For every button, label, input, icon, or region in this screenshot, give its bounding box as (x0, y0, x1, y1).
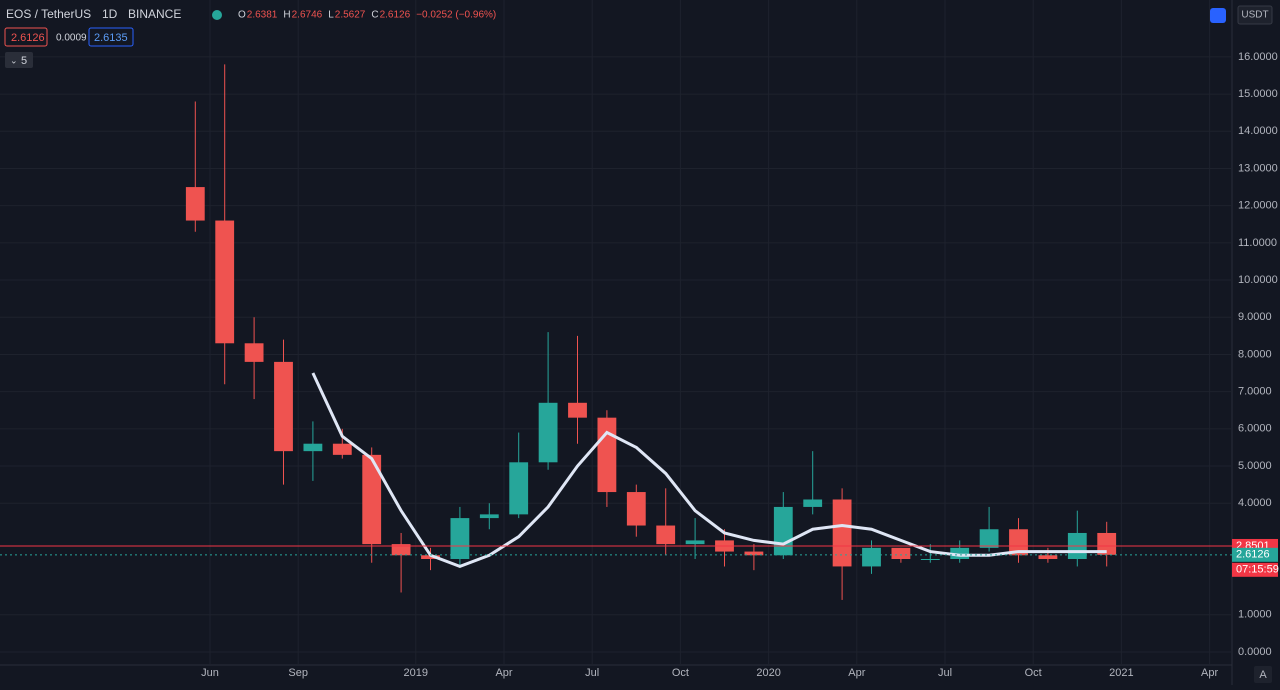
ohlc-value: 2.6126 (380, 10, 411, 21)
change: −0.0252 (−0.96%) (416, 10, 496, 21)
x-tick-label: Sep (288, 667, 308, 679)
y-tick-label: 1.0000 (1238, 609, 1272, 621)
ohlc: O 2.6381 H 2.6746 L 2.5627 C 2.6126 −0.0252 (−0.… (238, 10, 496, 21)
x-tick-label: Jul (938, 667, 952, 679)
candle-body (450, 518, 470, 560)
candle-body (274, 361, 293, 452)
auto-button[interactable] (1254, 666, 1272, 683)
currency-button[interactable] (1237, 5, 1273, 25)
candle-body (509, 462, 529, 515)
candle-body (773, 506, 793, 556)
candle-body (1009, 529, 1028, 556)
x-tick-label: Oct (672, 667, 689, 679)
auto-label: A (1259, 669, 1267, 681)
symbol: EOS / TetherUS (6, 7, 91, 21)
exchange: BINANCE (128, 7, 181, 21)
price-badge (1232, 547, 1278, 562)
ohlc-value: 2.5627 (335, 10, 366, 21)
y-tick-label: 11.0000 (1238, 237, 1277, 249)
y-tick-label: 4.0000 (1238, 497, 1272, 509)
candle-body (979, 529, 999, 548)
candle-body (568, 402, 587, 418)
ohlc-value: 2.6746 (292, 10, 323, 21)
y-tick-label: 15.0000 (1238, 88, 1278, 100)
header: EOS / TetherUS 1D BINANCE O 2.6381 H 2.6746… (4, 5, 1273, 683)
x-tick-label: Apr (1201, 667, 1218, 679)
candle-body (479, 514, 499, 519)
y-tick-label: 12.0000 (1238, 200, 1278, 212)
status-dot (212, 10, 222, 20)
y-tick-label: 7.0000 (1238, 386, 1272, 398)
x-tick-label: Jun (201, 667, 219, 679)
spread: 0.0009 (56, 33, 87, 44)
settings-button[interactable] (1210, 8, 1226, 23)
sell-box[interactable] (4, 27, 48, 47)
candle-body (597, 417, 617, 493)
sell-price: 2.6126 (11, 32, 45, 44)
indicator-toggle[interactable] (5, 52, 33, 68)
plot (0, 0, 1232, 665)
y-tick-label: 0.0000 (1238, 646, 1272, 658)
y-tick-label: 10.0000 (1238, 274, 1278, 286)
x-tick-label: 2020 (756, 667, 780, 679)
currency: USDT (1241, 10, 1268, 21)
x-tick-label: 2019 (404, 667, 428, 679)
y-tick-label: 9.0000 (1238, 311, 1272, 323)
candle-body (891, 547, 911, 560)
candle-body (332, 443, 352, 455)
candle-body (950, 547, 970, 560)
buy-box[interactable] (88, 27, 134, 47)
ohlc-letter: H (283, 10, 290, 21)
y-tick-label: 8.0000 (1238, 348, 1272, 360)
candle-body (803, 499, 823, 507)
ohlc-letter: O (238, 10, 246, 21)
candle-body (744, 551, 764, 556)
x-tick-label: 2021 (1109, 667, 1133, 679)
candle-body (303, 443, 323, 452)
x-tick-label: Apr (848, 667, 865, 679)
x-tick-label: Jul (585, 667, 599, 679)
ohlc-letter: L (328, 10, 334, 21)
price-badge-label: 2.6126 (1236, 549, 1270, 561)
candle-body (538, 402, 558, 463)
candle-body (656, 525, 676, 545)
candle-body (391, 544, 411, 556)
candle-body (832, 499, 852, 567)
y-tick-label: 5.0000 (1238, 460, 1272, 472)
candle-body (1038, 555, 1058, 560)
candle-body (244, 343, 264, 362)
indicator-count: 5 (21, 55, 27, 67)
moving-average (311, 372, 1107, 569)
y-tick-label: 13.0000 (1238, 162, 1278, 174)
candle-body (421, 555, 440, 560)
y-tick-label: 16.0000 (1238, 51, 1278, 63)
candle-body (215, 220, 235, 344)
candle-body (920, 559, 940, 561)
candle-body (685, 540, 705, 545)
ohlc-letter: C (371, 10, 378, 21)
x-tick-label: Oct (1025, 667, 1042, 679)
y-tick-label: 6.0000 (1238, 423, 1272, 435)
y-tick-label: 14.0000 (1238, 125, 1278, 137)
candle-body (1097, 532, 1117, 555)
buy-price: 2.6135 (94, 32, 128, 44)
x-tick-label: Apr (495, 667, 512, 679)
ohlc-value: 2.6381 (247, 10, 278, 21)
candle-body (185, 187, 205, 221)
countdown-badge (1232, 562, 1278, 577)
candle-body (862, 547, 881, 567)
chevron: ⌄ (10, 55, 18, 65)
interval: 1D (102, 7, 118, 21)
countdown: 07:15:59 (1236, 564, 1279, 576)
candle-body (626, 492, 646, 526)
candle-body (362, 454, 382, 545)
